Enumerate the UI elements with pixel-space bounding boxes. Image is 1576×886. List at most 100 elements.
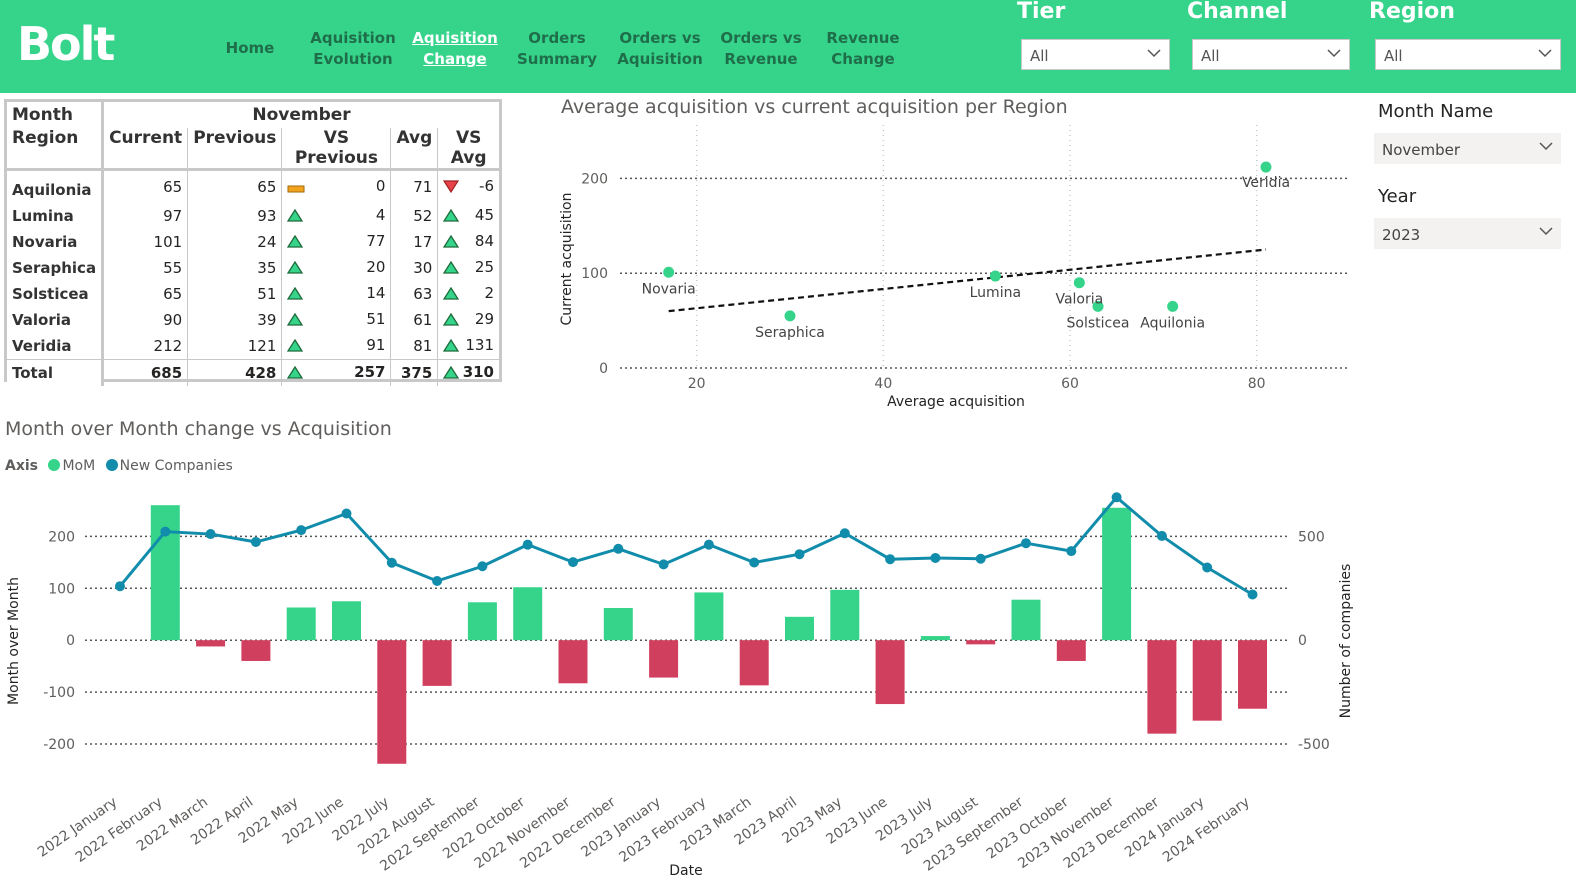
month-header: Month xyxy=(7,102,105,128)
mom-bar xyxy=(603,608,633,641)
current-cell: 90 xyxy=(102,307,188,333)
y-tick-label: 200 xyxy=(581,171,608,187)
y-tick-label: 0 xyxy=(66,633,75,649)
nav-orders-summary[interactable]: Orders Summary xyxy=(516,29,598,68)
chevron-down-icon xyxy=(1147,49,1161,58)
mom-bar xyxy=(694,592,724,641)
nav-aquisition-change[interactable]: Aquisition Change xyxy=(412,29,498,68)
scatter-point xyxy=(1073,277,1085,289)
month-name-slicer-label: Month Name xyxy=(1378,101,1494,122)
x-tick-label: 40 xyxy=(874,376,892,392)
new-companies-point xyxy=(885,554,896,565)
y-tick-label: 200 xyxy=(48,529,75,545)
vs-avg-value: -6 xyxy=(479,177,494,195)
x-tick-label: 80 xyxy=(1248,376,1266,392)
up-triangle-icon xyxy=(287,234,304,248)
current-cell: 97 xyxy=(102,203,188,229)
vs-avg-value: 45 xyxy=(474,206,494,224)
new-companies-point xyxy=(432,576,443,586)
chevron-down-icon xyxy=(1538,49,1552,58)
new-companies-point xyxy=(703,539,714,550)
tier-filter-label: Tier xyxy=(1017,0,1066,24)
down-triangle-icon xyxy=(443,180,460,194)
combo-chart-legend: Axis MoM New Companies xyxy=(5,458,233,474)
table-row[interactable]: Solsticea 65 51 14 63 2 xyxy=(7,281,499,307)
nav-revenue-change[interactable]: Revenue Change xyxy=(826,29,900,68)
up-triangle-icon xyxy=(443,286,460,300)
vs-previous-cell: 51 xyxy=(281,307,391,333)
column-header-vs-avg[interactable]: VS Avg xyxy=(437,128,499,170)
avg-cell: 71 xyxy=(390,169,438,203)
avg-cell: 81 xyxy=(390,333,438,360)
up-triangle-icon xyxy=(287,208,304,222)
up-triangle-icon xyxy=(443,234,460,248)
mom-bar xyxy=(1147,640,1177,734)
new-companies-point xyxy=(522,539,533,550)
region-filter-dropdown[interactable]: All xyxy=(1375,39,1561,70)
month-name-slicer-value: November xyxy=(1382,141,1461,159)
channel-filter-value: All xyxy=(1201,47,1220,65)
scatter-point xyxy=(1260,161,1272,173)
table-row[interactable]: Veridia 212 121 91 81 131 xyxy=(7,333,499,360)
previous-cell: 51 xyxy=(187,281,282,307)
legend-new-companies-label[interactable]: New Companies xyxy=(119,458,233,474)
mom-bar xyxy=(1011,599,1041,641)
table-row[interactable]: Novaria 101 24 77 17 84 xyxy=(7,229,499,255)
chevron-down-icon xyxy=(1539,227,1553,236)
mom-bar xyxy=(739,640,769,686)
nav-aquisition-evolution[interactable]: Aquisition Evolution xyxy=(310,29,396,68)
x-axis-title: Date xyxy=(669,863,702,879)
legend-mom-marker xyxy=(48,459,61,471)
column-header-avg[interactable]: Avg xyxy=(390,128,438,170)
legend-mom-label[interactable]: MoM xyxy=(62,458,96,474)
table-row[interactable]: Seraphica 55 35 20 30 25 xyxy=(7,255,499,281)
column-header-current[interactable]: Current xyxy=(102,128,188,170)
mom-bar xyxy=(513,587,543,641)
nav-home[interactable]: Home xyxy=(225,39,275,57)
mom-bar xyxy=(1102,507,1132,641)
scatter-point xyxy=(1167,300,1179,312)
vs-avg-value: 2 xyxy=(484,284,494,302)
y-tick-label: -100 xyxy=(43,685,75,701)
region-cell: Novaria xyxy=(7,229,105,255)
avg-cell: 17 xyxy=(390,229,438,255)
top-header: Bolt Home Aquisition Evolution Aquisitio… xyxy=(0,0,1576,93)
nav-orders-vs-revenue[interactable]: Orders vs Revenue xyxy=(720,29,802,68)
tier-filter-dropdown[interactable]: All xyxy=(1021,39,1170,70)
table-total-row[interactable]: Total 685 428 257 375 310 xyxy=(7,359,499,386)
mom-bar xyxy=(966,640,996,645)
y-tick-label: 100 xyxy=(48,581,75,597)
new-companies-point xyxy=(749,557,760,568)
point-label: Aquilonia xyxy=(1140,315,1205,331)
new-companies-point xyxy=(1156,530,1167,541)
previous-cell: 93 xyxy=(187,203,282,229)
year-slicer-dropdown[interactable]: 2023 xyxy=(1374,218,1561,249)
month-name-slicer-dropdown[interactable]: November xyxy=(1374,133,1561,164)
scatter-chart: 20 40 60 80 0 100 200 Average acquisition Curren… xyxy=(559,125,1350,410)
up-triangle-icon xyxy=(443,260,460,274)
table-row[interactable]: Lumina 97 93 4 52 45 xyxy=(7,203,499,229)
up-triangle-icon xyxy=(287,338,304,352)
vs-avg-cell: 45 xyxy=(437,203,499,229)
vs-avg-value: 29 xyxy=(474,310,494,328)
new-companies-point xyxy=(115,581,125,592)
new-companies-point xyxy=(160,526,171,537)
column-header-vs-previous[interactable]: VS Previous xyxy=(281,128,391,170)
column-header-previous[interactable]: Previous xyxy=(187,128,282,170)
new-companies-point xyxy=(205,529,216,540)
up-triangle-icon xyxy=(443,312,460,326)
table-row[interactable]: Aquilonia 65 65 0 71 -6 xyxy=(7,169,499,203)
channel-filter-dropdown[interactable]: All xyxy=(1192,39,1350,70)
y2-axis-title: Number of companies xyxy=(1338,564,1354,719)
chevron-down-icon xyxy=(1539,142,1553,151)
vs-previous-value: 0 xyxy=(375,177,386,195)
legend-title: Axis xyxy=(5,458,38,474)
nav-orders-vs-aquisition[interactable]: Orders vs Aquisition xyxy=(617,29,703,68)
point-label: Valoria xyxy=(1055,292,1103,308)
legend-new-companies-marker xyxy=(105,459,118,471)
table-row[interactable]: Valoria 90 39 51 61 29 xyxy=(7,307,499,333)
mom-bar xyxy=(785,616,814,641)
vs-previous-value: 51 xyxy=(366,310,386,328)
bolt-logo[interactable]: Bolt xyxy=(17,17,115,71)
previous-cell: 39 xyxy=(187,307,282,333)
